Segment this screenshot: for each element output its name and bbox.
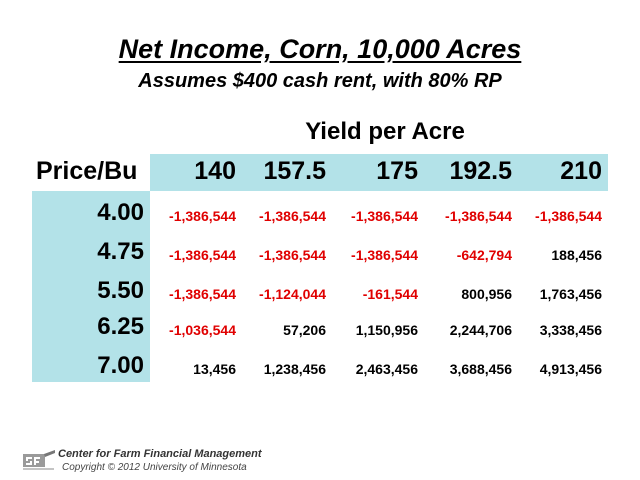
yield-header-0: 140 xyxy=(194,157,236,185)
income-cell: -1,386,544 xyxy=(169,286,236,302)
income-cell: 13,456 xyxy=(193,361,236,377)
footer-copyright: Copyright © 2012 University of Minnesota xyxy=(62,462,247,473)
yield-header-4: 210 xyxy=(560,157,602,185)
income-cell: 3,338,456 xyxy=(539,322,602,338)
income-cell: 800,956 xyxy=(461,286,512,302)
income-cell: -161,544 xyxy=(362,286,418,302)
income-cell: -1,386,544 xyxy=(535,208,602,224)
income-cell: 1,150,956 xyxy=(355,322,418,338)
income-cell: -1,124,044 xyxy=(259,286,326,302)
price-row-label-3: 6.25 xyxy=(97,313,144,340)
income-cell: -1,386,544 xyxy=(351,208,418,224)
yield-per-acre-label: Yield per Acre xyxy=(305,118,465,145)
price-column-band xyxy=(32,191,150,382)
price-row-label-0: 4.00 xyxy=(97,199,144,226)
income-cell: 4,913,456 xyxy=(539,361,602,377)
income-cell: -1,386,544 xyxy=(259,208,326,224)
price-per-bushel-header: Price/Bu xyxy=(36,157,138,185)
yield-header-3: 192.5 xyxy=(449,157,512,185)
income-cell: 188,456 xyxy=(551,247,602,263)
income-cell: -1,386,544 xyxy=(169,247,236,263)
cffm-logo-icon xyxy=(23,450,55,470)
income-cell: -1,386,544 xyxy=(169,208,236,224)
income-cell: 1,238,456 xyxy=(263,361,326,377)
income-cell: 3,688,456 xyxy=(449,361,512,377)
income-cell: -642,794 xyxy=(456,247,512,263)
income-cell: -1,036,544 xyxy=(169,322,236,338)
income-cell: -1,386,544 xyxy=(351,247,418,263)
footer-org-name: Center for Farm Financial Management xyxy=(58,448,262,460)
income-cell: 2,463,456 xyxy=(355,361,418,377)
price-row-label-2: 5.50 xyxy=(97,277,144,304)
income-cell: 57,206 xyxy=(283,322,326,338)
income-cell: -1,386,544 xyxy=(445,208,512,224)
price-row-label-1: 4.75 xyxy=(97,238,144,265)
page-title: Net Income, Corn, 10,000 Acres xyxy=(118,34,522,64)
yield-header-band xyxy=(150,154,608,191)
yield-header-2: 175 xyxy=(376,157,418,185)
price-row-label-4: 7.00 xyxy=(97,352,144,379)
page-subtitle: Assumes $400 cash rent, with 80% RP xyxy=(138,70,502,92)
income-cell: 2,244,706 xyxy=(449,322,512,338)
income-cell: -1,386,544 xyxy=(259,247,326,263)
yield-header-1: 157.5 xyxy=(263,157,326,185)
income-cell: 1,763,456 xyxy=(539,286,602,302)
